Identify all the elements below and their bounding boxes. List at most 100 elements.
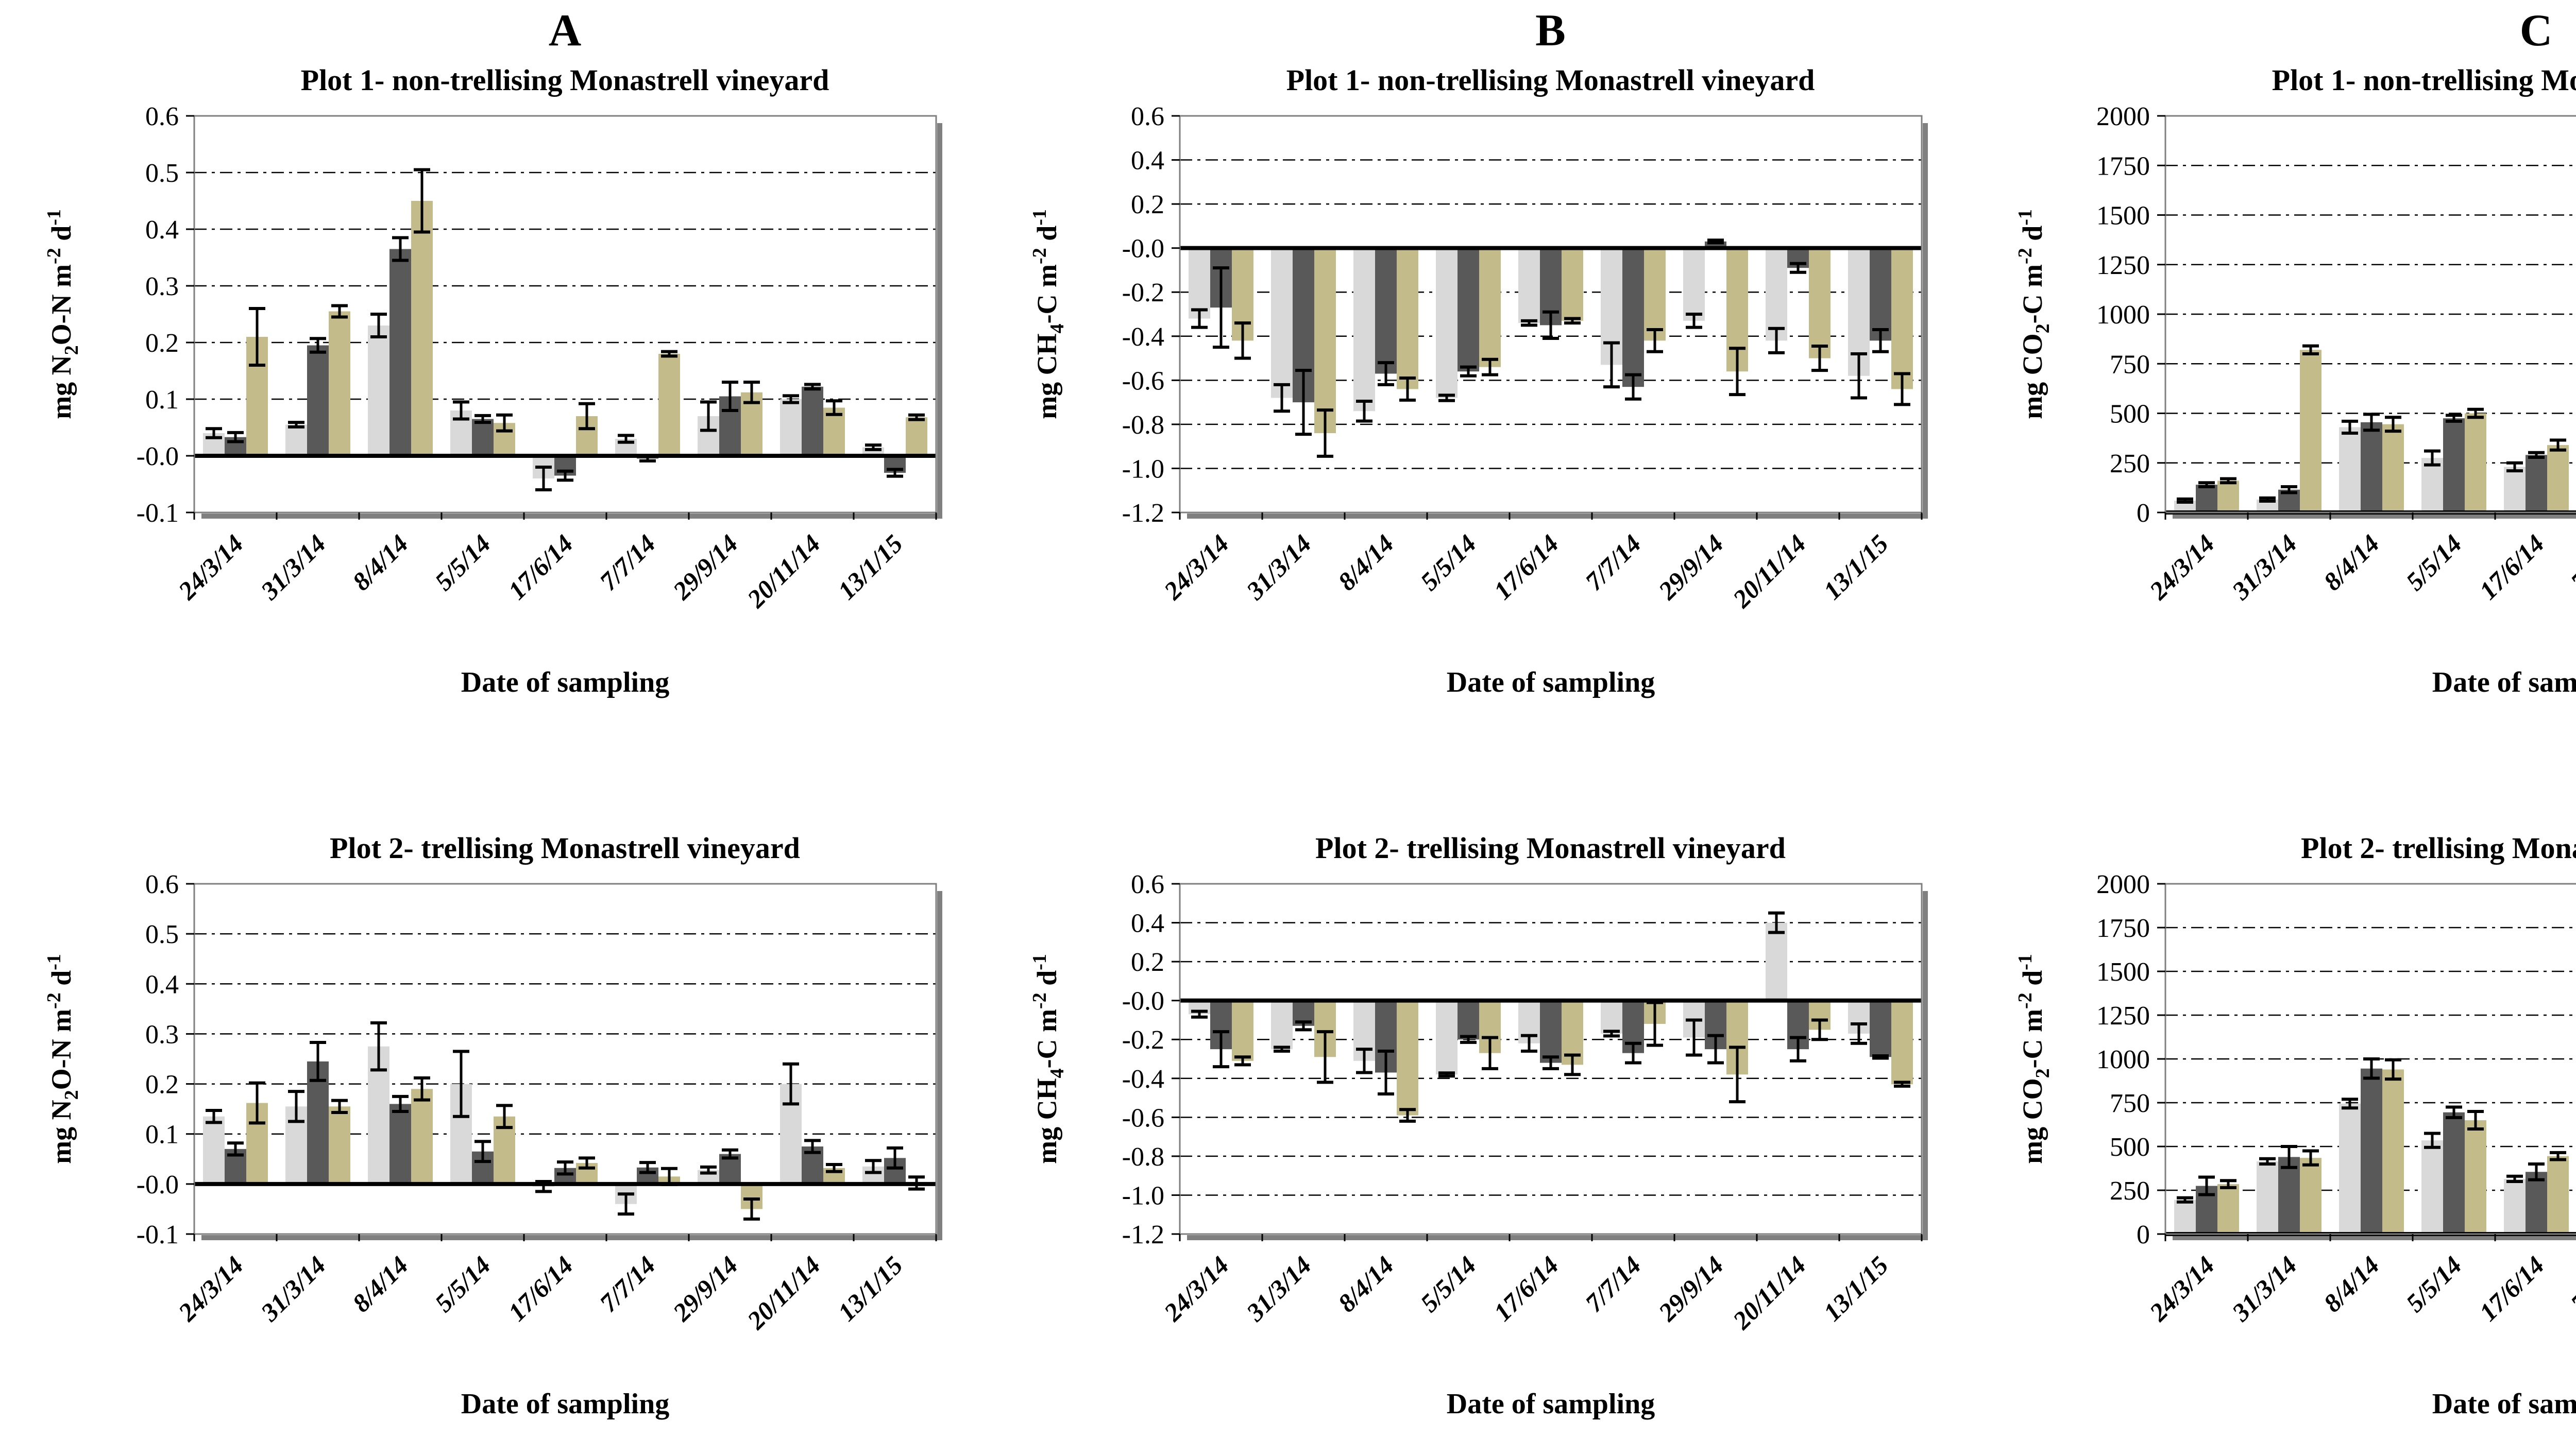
panel-letter-b: B — [1535, 6, 1566, 56]
svg-text:250: 250 — [2110, 1176, 2150, 1206]
chart-canvas-ch4-plot1: 0.6 0.4 0.2 -0.0 -0.2 -0.4 -0.6 -0.8 -1.0 -1.2 24/… — [1015, 103, 1942, 711]
svg-text:17/6/14: 17/6/14 — [1488, 529, 1564, 605]
svg-text:13/1/15: 13/1/15 — [1818, 1251, 1894, 1327]
svg-text:0.1: 0.1 — [145, 1120, 179, 1150]
bar-chart-svg: 0.6 0.5 0.4 0.3 0.2 0.1 -0.0 -0.124/3/14 31/3/14… — [43, 871, 942, 1420]
svg-text:0: 0 — [2137, 499, 2150, 528]
svg-text:17/6/14: 17/6/14 — [502, 1251, 579, 1327]
svg-text:1750: 1750 — [2096, 914, 2150, 943]
svg-text:5/5/14: 5/5/14 — [429, 529, 496, 596]
svg-text:24/3/14: 24/3/14 — [172, 529, 248, 605]
svg-text:0.5: 0.5 — [145, 159, 179, 188]
svg-text:20/11/14: 20/11/14 — [1726, 529, 1811, 613]
panel-letter-a: A — [548, 6, 582, 56]
svg-text:Date of sampling: Date of sampling — [461, 666, 669, 698]
svg-text:-0.1: -0.1 — [136, 499, 178, 528]
svg-text:-1.2: -1.2 — [1122, 1220, 1164, 1249]
svg-text:17/6/14: 17/6/14 — [2473, 529, 2550, 605]
svg-text:-1.2: -1.2 — [1122, 499, 1164, 528]
svg-text:0.5: 0.5 — [145, 920, 179, 949]
svg-text:mg CH4-C m-2 d-1: mg CH4-C m-2 d-1 — [1029, 954, 1068, 1164]
svg-text:Date of sampling: Date of sampling — [1446, 666, 1654, 698]
svg-text:17/6/14: 17/6/14 — [1488, 1251, 1564, 1327]
svg-text:31/3/14: 31/3/14 — [1240, 1251, 1316, 1327]
svg-text:13/1/15: 13/1/15 — [832, 1251, 908, 1327]
svg-text:-0.6: -0.6 — [1122, 366, 1164, 396]
svg-text:-0.4: -0.4 — [1122, 322, 1164, 352]
svg-text:1500: 1500 — [2096, 957, 2150, 987]
svg-text:29/9/14: 29/9/14 — [667, 1251, 743, 1327]
svg-text:5/5/14: 5/5/14 — [1414, 1251, 1481, 1317]
svg-text:17/6/14: 17/6/14 — [502, 529, 579, 605]
svg-text:250: 250 — [2110, 449, 2150, 478]
svg-text:31/3/14: 31/3/14 — [2226, 1251, 2302, 1327]
svg-text:7/7/14: 7/7/14 — [594, 1251, 660, 1317]
svg-text:0.3: 0.3 — [145, 1020, 179, 1049]
chart-n2o-plot2: Plot 2- trellising Monastrell vineyard 0… — [0, 719, 986, 1438]
svg-text:7/7/14: 7/7/14 — [1579, 1251, 1646, 1317]
svg-text:mg N2O-N m-2 d-1: mg N2O-N m-2 d-1 — [43, 954, 82, 1164]
svg-text:Date of sampling: Date of sampling — [2432, 1388, 2576, 1420]
chart-canvas-ch4-plot2: 0.6 0.4 0.2 -0.0 -0.2 -0.4 -0.6 -0.8 -1.0 -1.2 24/… — [1015, 871, 1942, 1432]
svg-text:31/3/14: 31/3/14 — [2226, 529, 2302, 605]
svg-text:1750: 1750 — [2096, 151, 2150, 181]
bar-chart-svg: 0.6 0.4 0.2 -0.0 -0.2 -0.4 -0.6 -0.8 -1.0 -1.224/… — [1029, 871, 1928, 1420]
svg-text:Date of sampling: Date of sampling — [1446, 1388, 1654, 1420]
svg-text:-0.4: -0.4 — [1122, 1065, 1164, 1094]
svg-text:29/9/14: 29/9/14 — [1652, 529, 1728, 605]
svg-text:20/11/14: 20/11/14 — [741, 529, 825, 613]
svg-text:mg N2O-N m-2 d-1: mg N2O-N m-2 d-1 — [43, 209, 82, 419]
svg-text:0.6: 0.6 — [1131, 103, 1164, 131]
svg-text:5/5/14: 5/5/14 — [429, 1251, 496, 1317]
svg-text:750: 750 — [2110, 1089, 2150, 1118]
svg-text:24/3/14: 24/3/14 — [2143, 1251, 2219, 1327]
svg-text:-1.0: -1.0 — [1122, 1181, 1164, 1210]
svg-text:-0.8: -0.8 — [1122, 410, 1164, 440]
svg-text:-0.8: -0.8 — [1122, 1142, 1164, 1172]
svg-text:17/6/14: 17/6/14 — [2473, 1251, 2550, 1327]
svg-text:1000: 1000 — [2096, 1045, 2150, 1074]
svg-text:29/9/14: 29/9/14 — [667, 529, 743, 605]
panel-letter-c: C — [2519, 6, 2553, 56]
svg-text:5/5/14: 5/5/14 — [1414, 529, 1481, 596]
svg-text:0.2: 0.2 — [145, 329, 179, 358]
chart-canvas-co2-plot2: 2000 1750 1500 1250 1000 750 500 250 0 24/3/14 31/… — [2001, 871, 2576, 1432]
svg-text:2000: 2000 — [2096, 103, 2150, 131]
svg-text:500: 500 — [2110, 400, 2150, 429]
chart-ch4-plot2: Plot 2- trellising Monastrell vineyard 0… — [986, 719, 1971, 1438]
svg-text:24/3/14: 24/3/14 — [1158, 529, 1234, 605]
svg-text:24/3/14: 24/3/14 — [1158, 1251, 1234, 1327]
svg-text:0.6: 0.6 — [145, 103, 179, 131]
svg-text:5/5/14: 5/5/14 — [2400, 529, 2467, 596]
svg-text:20/11/14: 20/11/14 — [1726, 1251, 1811, 1335]
chart-co2-plot1: C Plot 1- non-trellising Monastrell vine… — [1971, 0, 2576, 719]
svg-text:24/3/14: 24/3/14 — [2143, 529, 2219, 605]
svg-text:0.2: 0.2 — [1131, 190, 1164, 219]
bar-chart-svg: 0.6 0.4 0.2 -0.0 -0.2 -0.4 -0.6 -0.8 -1.0 -1.224/… — [1029, 103, 1928, 698]
chart-n2o-plot1: A Plot 1- non-trellising Monastrell vine… — [0, 0, 986, 719]
svg-text:7/7/14: 7/7/14 — [2565, 529, 2576, 596]
svg-text:13/1/15: 13/1/15 — [1818, 529, 1894, 605]
svg-text:1500: 1500 — [2096, 201, 2150, 231]
chart-co2-plot2: Plot 2- trellising Monastrell vineyard 2… — [1971, 719, 2576, 1438]
chart-title: Plot 1- non-trellising Monastrell vineya… — [2272, 63, 2576, 97]
svg-text:-0.1: -0.1 — [136, 1220, 178, 1249]
svg-text:0.3: 0.3 — [145, 272, 179, 301]
svg-text:-0.6: -0.6 — [1122, 1103, 1164, 1133]
svg-text:20/11/14: 20/11/14 — [741, 1251, 825, 1335]
svg-text:31/3/14: 31/3/14 — [255, 529, 331, 605]
svg-text:0.4: 0.4 — [1131, 909, 1164, 938]
svg-text:1000: 1000 — [2096, 300, 2150, 330]
svg-text:7/7/14: 7/7/14 — [594, 529, 660, 596]
svg-text:31/3/14: 31/3/14 — [255, 1251, 331, 1327]
chart-title: Plot 1- non-trellising Monastrell vineya… — [1286, 63, 1815, 97]
svg-text:-0.0: -0.0 — [1122, 234, 1164, 264]
svg-text:-0.0: -0.0 — [136, 1170, 178, 1200]
svg-text:29/9/14: 29/9/14 — [1652, 1251, 1728, 1327]
svg-text:0.2: 0.2 — [145, 1070, 179, 1100]
bar-chart-svg: 2000 1750 1500 1250 1000 750 500 250 024/3/14 31/… — [2014, 103, 2576, 698]
svg-text:Date of sampling: Date of sampling — [2432, 666, 2576, 698]
svg-text:1250: 1250 — [2096, 251, 2150, 280]
chart-title: Plot 1- non-trellising Monastrell vineya… — [300, 63, 829, 97]
